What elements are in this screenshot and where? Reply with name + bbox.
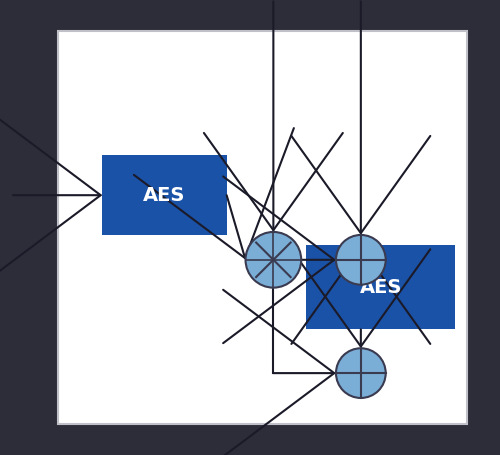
Bar	[306, 245, 456, 329]
Text: AES: AES	[360, 278, 402, 297]
Circle shape	[336, 348, 386, 398]
Circle shape	[336, 235, 386, 285]
Bar	[102, 156, 226, 235]
Circle shape	[246, 232, 301, 288]
Bar	[58, 31, 467, 424]
Text: AES: AES	[144, 186, 186, 205]
